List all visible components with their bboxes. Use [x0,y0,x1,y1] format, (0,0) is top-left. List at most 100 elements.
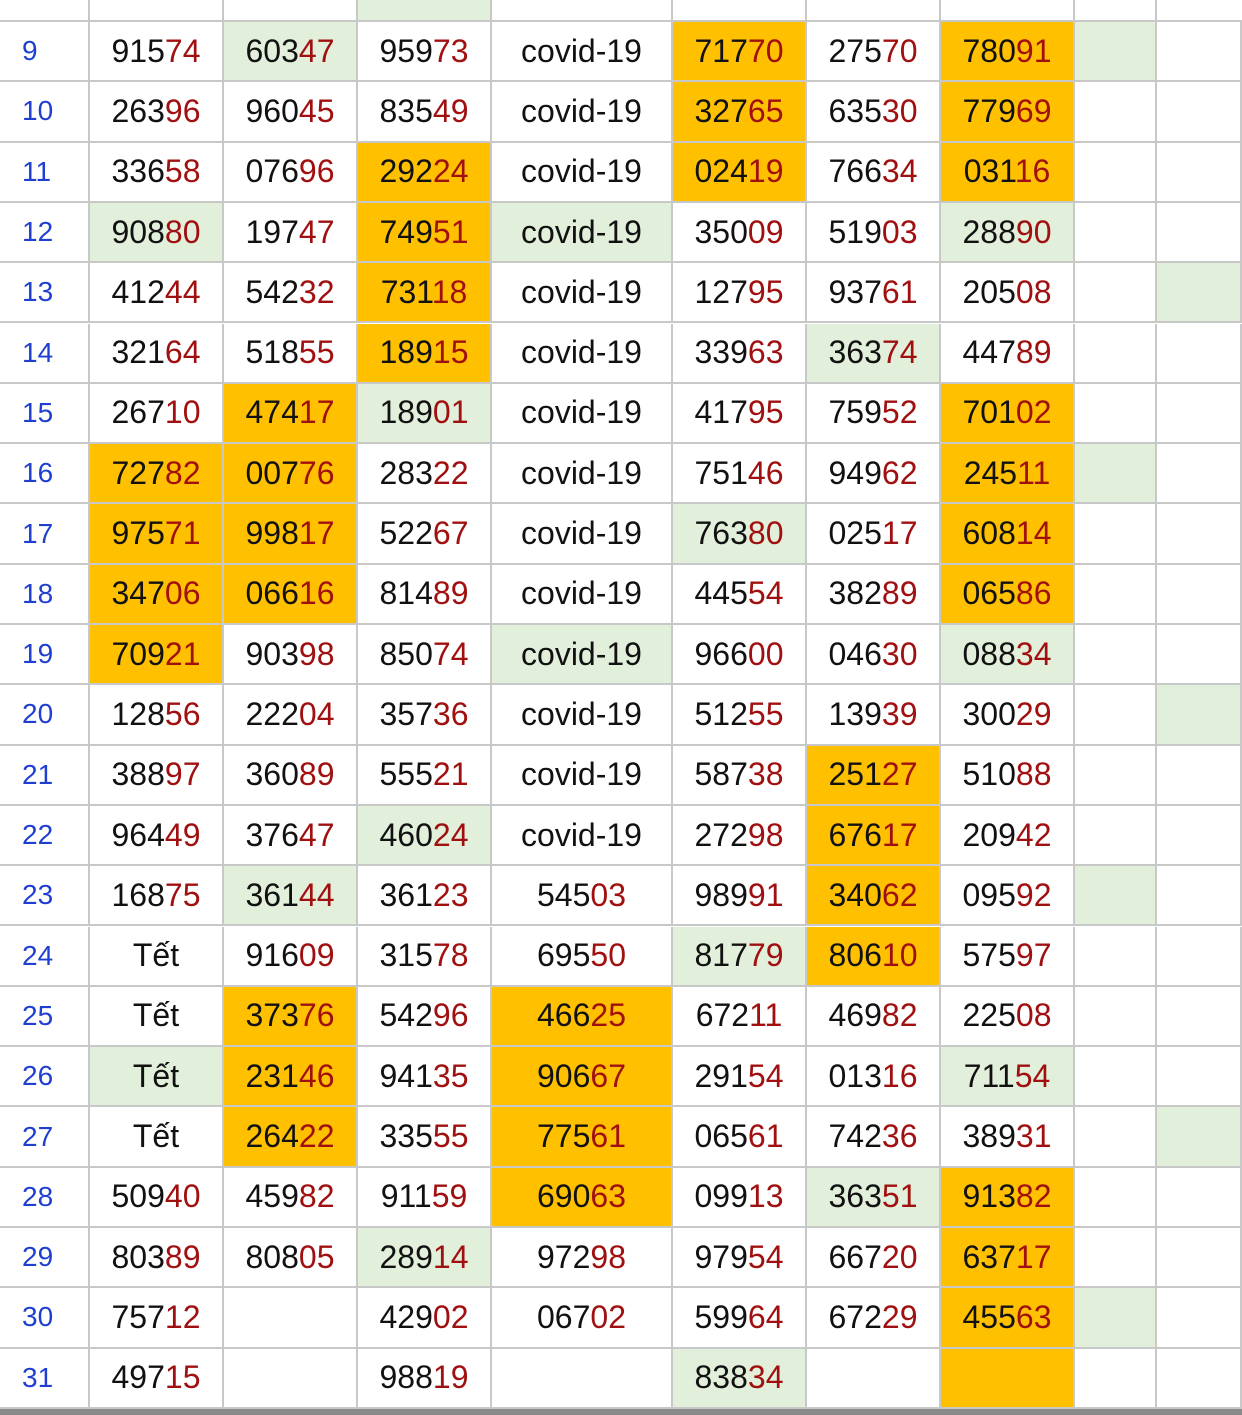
cell: 31578 [358,926,492,987]
day-cell: 10 [0,82,90,143]
cell: 80805 [224,1228,358,1289]
cell-text: covid-19 [521,394,642,431]
cell: 85074 [358,625,492,686]
day-cell: 17 [0,504,90,565]
cell: 47417 [224,383,358,445]
cell-text: 32765 [694,92,784,129]
cell-text: 36123 [379,876,469,913]
cell-text: 58738 [694,756,784,793]
cell: 02419 [673,142,807,203]
cell-text: 26422 [245,1118,335,1155]
cell-text: 29154 [694,1057,784,1094]
cell: 22508 [941,986,1075,1048]
cell [1075,1348,1157,1409]
cell-text: 35009 [694,213,784,250]
cell-text: 01316 [828,1057,918,1094]
cell-text: 30 [22,1301,54,1333]
cell [1075,745,1157,806]
cell-text: 37647 [245,816,335,853]
cell-text: 06586 [962,575,1052,612]
cell-text: 11 [22,155,52,187]
cell: 13939 [807,685,941,746]
cell: 37376 [224,986,358,1048]
cell-text: 04630 [828,635,918,672]
cell: 83834 [673,1348,807,1409]
cell-text: 00776 [245,454,335,491]
cell-text: 08834 [962,635,1052,672]
cell-text: 94962 [828,454,918,491]
cell: covid-19 [492,745,673,806]
cell: 20942 [941,805,1075,867]
cell: 60814 [941,504,1075,565]
cell: 36123 [358,866,492,927]
cell-text: 37376 [245,997,335,1034]
cell: 63717 [941,1228,1075,1289]
cell [1157,383,1242,445]
cell: 67211 [673,986,807,1048]
cell-text: 97571 [111,515,201,552]
cell-text: 34062 [828,876,918,913]
cell-text: 02517 [828,515,918,552]
cell [1075,1228,1157,1289]
cell-text: 74236 [828,1118,918,1155]
cell: 29224 [358,142,492,203]
cell: 09913 [673,1167,807,1228]
cell: 51255 [673,685,807,746]
cell: 20508 [941,263,1075,324]
cell-text: 77969 [962,92,1052,129]
cell: 19747 [224,202,358,264]
cell [1157,1047,1242,1108]
cell-text: 22204 [245,695,335,732]
cell [1075,142,1157,203]
cell: covid-19 [492,685,673,746]
cell: 27298 [673,805,807,867]
cell: 91159 [358,1167,492,1228]
cell-text: 52267 [379,515,469,552]
cell: 98991 [673,866,807,927]
cell-text: covid-19 [521,213,642,250]
cell-text: 20508 [962,273,1052,310]
cell-text: 54503 [537,876,626,913]
cell [1075,323,1157,384]
cell: 91574 [90,22,224,83]
cell: 28914 [358,1228,492,1289]
cell-text: 90880 [111,213,201,250]
cell-text: 13939 [828,695,918,732]
cell: covid-19 [492,444,673,505]
cell-text: 18915 [379,334,469,371]
cell: 12795 [673,263,807,324]
cell-text: 20942 [962,816,1052,853]
cell: 90880 [90,202,224,264]
day-cell: 15 [0,383,90,445]
cell: 00776 [224,444,358,505]
cell-text: 90398 [245,635,335,672]
cell-text: 73118 [380,273,468,310]
cell-text: 96045 [245,92,335,129]
cell-text: 51903 [828,213,918,250]
cell: 71770 [673,22,807,83]
day-cell: 12 [0,202,90,264]
cell-text: 36089 [245,756,335,793]
cell-text: 70102 [962,394,1052,431]
cell: 90667 [492,1047,673,1108]
cell: 45563 [941,1288,1075,1349]
cell-text: 69063 [537,1178,626,1215]
cell-text: 44789 [962,334,1052,371]
cell: 94135 [358,1047,492,1108]
cell: 42902 [358,1288,492,1349]
cell: 96600 [673,625,807,686]
cell-text: 57597 [962,937,1052,974]
cell [1157,142,1242,203]
cell: 76380 [673,504,807,565]
cell-text: 67617 [828,816,918,853]
cell-text: 31578 [379,937,469,974]
cell-text: covid-19 [521,575,642,612]
cell-text: 46625 [537,997,626,1034]
cell: Tết [90,926,224,987]
cell-text: 28914 [379,1238,469,1275]
cell [1157,685,1242,746]
cell-text: 13 [22,276,54,308]
cell: 75146 [673,444,807,505]
cell-text: 36374 [828,334,918,371]
cell [807,1348,941,1409]
